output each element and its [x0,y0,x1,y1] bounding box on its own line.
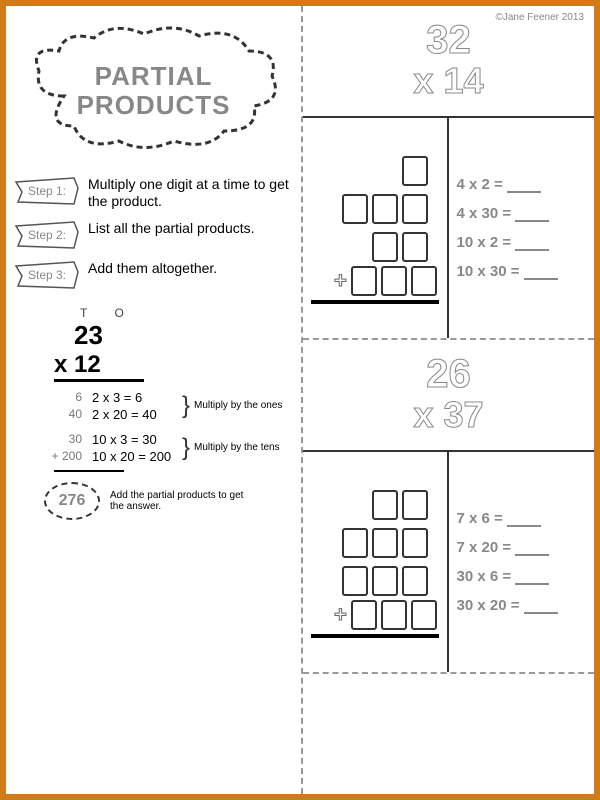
answer-blank[interactable] [515,249,549,251]
ribbon-icon: Step 3: [14,260,80,290]
answer-blank[interactable] [524,278,558,280]
digit-box[interactable] [402,528,428,558]
equation-row: 4 x 30 = [457,205,586,222]
digit-box[interactable] [372,566,398,596]
digit-box[interactable] [381,266,407,296]
problem-multiplicand: 32 [317,20,580,60]
digit-box[interactable] [372,490,398,520]
digit-box[interactable] [411,600,437,630]
step-desc: Multiply one digit at a time to get the … [88,176,293,210]
plus-icon: + [334,602,347,628]
digit-box[interactable] [351,600,377,630]
answer-bubble: 276 [44,482,100,520]
sum-line [54,470,124,472]
left-column: PARTIAL PRODUCTS Step 1: Multiply one di… [6,6,303,794]
step-3: Step 3: Add them altogether. [14,260,293,290]
digit-box[interactable] [372,232,398,262]
title-line2: PRODUCTS [77,91,231,120]
answer-blank[interactable] [507,191,541,193]
digit-box[interactable] [372,528,398,558]
equation-row: 7 x 6 = [457,510,586,527]
plus-icon: + [334,268,347,294]
ribbon-icon: Step 1: [14,176,80,206]
step-2: Step 2: List all the partial products. [14,220,293,250]
work-boxes: + [303,118,448,338]
digit-box[interactable] [342,566,368,596]
problem-multiplier: x 37 [317,394,580,436]
work-boxes: + [303,452,448,672]
digit-box[interactable] [402,194,428,224]
digit-box[interactable] [402,566,428,596]
digit-box[interactable] [402,232,428,262]
equation-row: 7 x 20 = [457,539,586,556]
digit-box[interactable] [342,194,368,224]
problem-2: 26 x 37 + 7 x 6 = 7 x 20 = 30 x 6 = [303,340,594,674]
digit-box[interactable] [351,266,377,296]
ribbon-icon: Step 2: [14,220,80,250]
equation-row: 10 x 2 = [457,234,586,251]
digit-box[interactable] [342,528,368,558]
answer-blank[interactable] [515,220,549,222]
answer-blank[interactable] [515,583,549,585]
problem-multiplicand: 26 [317,354,580,394]
ones-label: Multiply by the ones [194,400,282,411]
right-column: 32 x 14 + 4 x 2 = 4 x 30 = 10 x 2 = [303,6,594,794]
brace-icon: } [182,442,190,454]
equation-row: 30 x 20 = [457,597,586,614]
step-1: Step 1: Multiply one digit at a time to … [14,176,293,210]
digit-box[interactable] [372,194,398,224]
equations-area: 7 x 6 = 7 x 20 = 30 x 6 = 30 x 20 = [449,452,594,672]
copyright: ©Jane Feener 2013 [495,12,584,23]
problem-multiplier: x 14 [317,60,580,102]
example-multiplier: x 12 [54,351,144,382]
answer-blank[interactable] [507,525,541,527]
partial-row: 6 2 x 3 = 6 [34,390,182,405]
step-desc: Add them altogether. [88,260,217,277]
place-value-headers: T O [34,306,293,320]
equation-row: 30 x 6 = [457,568,586,585]
step-desc: List all the partial products. [88,220,255,237]
equation-row: 4 x 2 = [457,176,586,193]
digit-box[interactable] [381,600,407,630]
partial-row: 30 10 x 3 = 30 [34,432,182,447]
answer-blank[interactable] [524,612,558,614]
equation-row: 10 x 30 = [457,263,586,280]
digit-box[interactable] [402,490,428,520]
example-multiplicand: 23 [34,320,293,351]
problem-1: 32 x 14 + 4 x 2 = 4 x 30 = 10 x 2 = [303,6,594,340]
partial-row: + 200 10 x 20 = 200 [34,449,182,464]
example-problem: T O 23 x 12 6 2 x 3 = 6 40 2 x 20 = 40 [14,306,293,520]
brace-icon: } [182,400,190,412]
title-cloud: PARTIAL PRODUCTS [24,26,284,156]
digit-box[interactable] [402,156,428,186]
answer-blank[interactable] [515,554,549,556]
answer-note: Add the partial products to get the answ… [110,490,260,512]
equations-area: 4 x 2 = 4 x 30 = 10 x 2 = 10 x 30 = [449,118,594,338]
worksheet-page: ©Jane Feener 2013 PARTIAL PRODUCTS Step … [0,0,600,800]
title-line1: PARTIAL [77,62,231,91]
tens-label: Multiply by the tens [194,442,280,453]
digit-box[interactable] [411,266,437,296]
partial-row: 40 2 x 20 = 40 [34,407,182,422]
